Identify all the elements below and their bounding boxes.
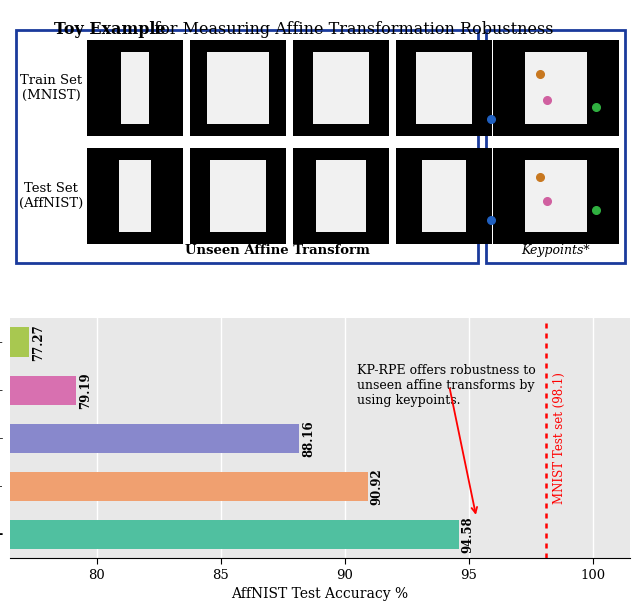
Bar <box>293 148 389 244</box>
Text: 88.16: 88.16 <box>302 420 315 456</box>
Text: Abs-PE*-: Abs-PE*- <box>0 384 3 397</box>
Text: 94.58: 94.58 <box>461 516 474 553</box>
Bar <box>313 52 369 124</box>
Text: 79.19: 79.19 <box>79 372 92 409</box>
Bar <box>396 40 492 136</box>
Text: iRPE-: iRPE- <box>0 480 3 493</box>
Bar <box>190 40 286 136</box>
Bar <box>210 160 266 232</box>
Text: 77.27: 77.27 <box>32 324 45 361</box>
Text: KP-RPE-: KP-RPE- <box>0 528 3 541</box>
Bar <box>10 424 299 453</box>
Text: Abs-PE-: Abs-PE- <box>0 336 3 349</box>
Text: for Measuring Affine Transformation Robustness: for Measuring Affine Transformation Robu… <box>149 21 554 38</box>
Text: MNIST Test set (98.1): MNIST Test set (98.1) <box>554 373 566 504</box>
Text: Unseen Affine Transform: Unseen Affine Transform <box>185 244 370 257</box>
Bar <box>493 40 619 136</box>
Bar <box>525 52 587 124</box>
Text: 90.92: 90.92 <box>371 468 383 505</box>
Text: Keypoints*: Keypoints* <box>522 244 590 257</box>
Bar <box>87 40 183 136</box>
Bar <box>120 160 150 232</box>
Bar <box>525 160 587 232</box>
Bar <box>293 40 389 136</box>
Bar <box>10 328 29 358</box>
Text: Train Set
(MNIST): Train Set (MNIST) <box>20 74 83 102</box>
Bar <box>10 520 459 549</box>
X-axis label: AffNIST Test Accuracy %: AffNIST Test Accuracy % <box>232 588 408 602</box>
Text: KP-RPE offers robustness to
unseen affine transforms by
using keypoints.: KP-RPE offers robustness to unseen affin… <box>357 364 536 407</box>
Bar <box>10 472 367 501</box>
Bar <box>396 148 492 244</box>
Bar <box>190 148 286 244</box>
Bar <box>10 376 76 405</box>
Bar <box>422 160 466 232</box>
Bar <box>121 52 149 124</box>
Text: RPE-: RPE- <box>0 432 3 445</box>
Bar <box>16 30 478 263</box>
Bar <box>493 148 619 244</box>
Bar <box>316 160 366 232</box>
Bar <box>486 30 625 263</box>
Text: Toy Example: Toy Example <box>54 21 166 38</box>
Bar <box>416 52 472 124</box>
Bar <box>87 148 183 244</box>
Bar <box>207 52 269 124</box>
Text: Test Set
(AffNIST): Test Set (AffNIST) <box>19 182 83 210</box>
